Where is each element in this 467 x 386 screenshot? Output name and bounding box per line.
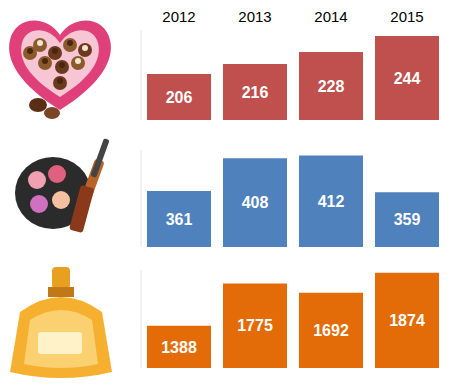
svg-text:1692: 1692 (313, 322, 349, 339)
svg-text:1874: 1874 (389, 312, 425, 329)
svg-text:412: 412 (318, 193, 345, 210)
svg-text:361: 361 (166, 211, 193, 228)
svg-text:2012: 2012 (162, 8, 195, 25)
svg-text:228: 228 (318, 78, 345, 95)
svg-text:206: 206 (166, 89, 193, 106)
svg-text:1388: 1388 (161, 339, 197, 356)
svg-text:359: 359 (394, 211, 421, 228)
svg-text:244: 244 (394, 70, 421, 87)
svg-text:408: 408 (242, 194, 269, 211)
svg-text:2014: 2014 (314, 8, 347, 25)
svg-text:2013: 2013 (238, 8, 271, 25)
svg-text:2015: 2015 (390, 8, 423, 25)
svg-text:216: 216 (242, 84, 269, 101)
svg-text:1775: 1775 (237, 317, 273, 334)
